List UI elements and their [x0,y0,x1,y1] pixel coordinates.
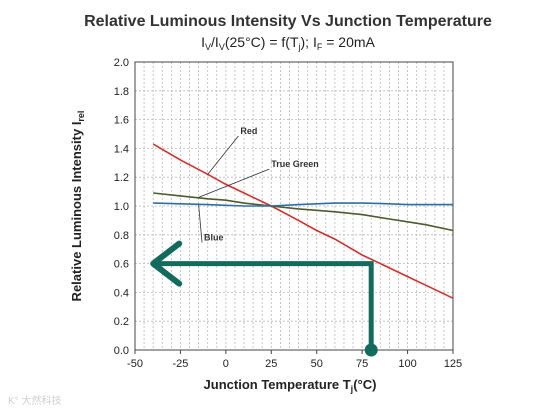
y-tick-label: 0.4 [114,287,129,299]
x-tick-label: 100 [398,358,416,370]
x-tick-label: 75 [356,358,368,370]
plot-area-border [134,61,454,351]
annotation-arrowhead [150,240,183,287]
y-tick-label: 1.6 [114,115,129,127]
y-tick-label: 0.8 [114,230,129,242]
series-labels: Red True Green Blue [198,126,319,243]
x-axis-label: Junction Temperature Tj(°C) [204,377,377,394]
y-tick-label: 1.0 [114,201,129,213]
series-line-true-green [153,192,454,232]
chart-title: Relative Luminous Intensity Vs Junction … [84,13,492,30]
annotation-dot [364,343,378,357]
y-tick-label: 0.6 [114,259,129,271]
x-tick-label: 50 [311,358,323,370]
y-axis-label: Relative Luminous Intensity Irel [69,111,86,302]
series-label: Red [240,126,257,136]
y-tick-labels: 0.0 0.2 0.4 0.6 0.8 1.0 1.2 1.4 1.6 1.8 2.0 [114,57,129,357]
x-tick-label: 0 [223,358,229,370]
y-tick-label: 1.2 [114,172,129,184]
annotation-path [153,261,374,350]
label-leader-line [198,168,270,198]
series-label: True Green [271,159,319,169]
series-line-blue [153,202,453,207]
y-tick-label: 0.0 [114,345,129,357]
chart-subtitle: IV/IV(25°C) = f(Tj); IF = 20mA [201,34,375,52]
x-tick-label: 125 [444,358,462,370]
y-tick-label: 2.0 [114,57,129,69]
x-tick-labels: -50 -25 0 25 50 75 100 125 [127,350,462,370]
label-leader-line [198,204,203,243]
label-leader-line [207,135,239,175]
y-tick-label: 0.2 [114,316,129,328]
x-tick-label: -50 [127,358,143,370]
y-tick-label: 1.4 [114,143,129,155]
y-tick-label: 1.8 [114,86,129,98]
x-tick-label: 25 [265,358,277,370]
x-tick-label: -25 [172,358,188,370]
grid [135,62,453,350]
series-label: Blue [204,233,224,243]
series-lines [152,143,454,299]
series-line-red [152,143,454,299]
watermark: K° 大然科技 [8,394,61,407]
annotation-arrow [150,240,378,357]
